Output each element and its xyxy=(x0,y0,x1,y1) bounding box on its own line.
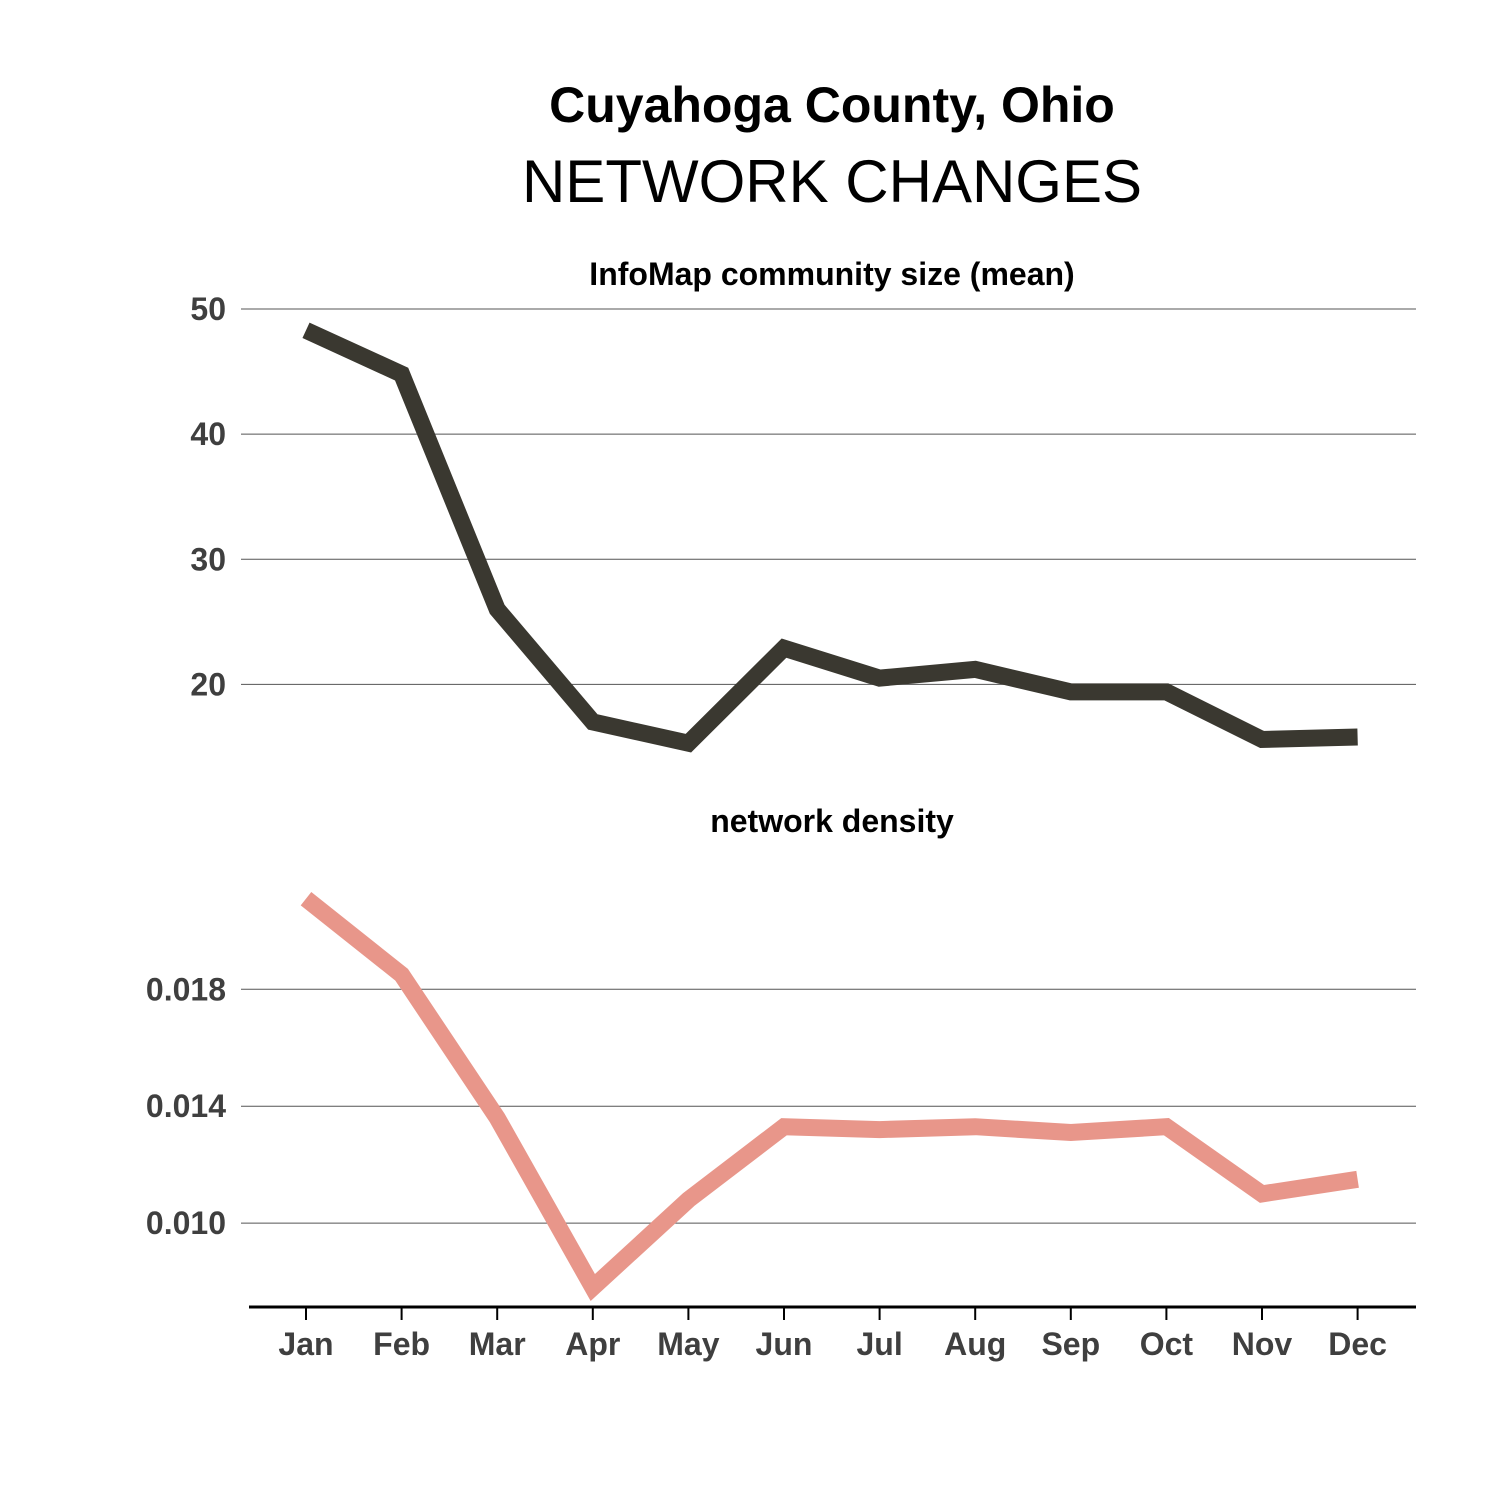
community-size-y-axis: 20 30 40 50 xyxy=(190,291,226,702)
x-axis: Jan Feb Mar Apr May Jun Jul Aug Sep Oct Nov Dec xyxy=(249,1305,1416,1362)
figure-title: Cuyahoga County, Ohio xyxy=(549,77,1115,133)
x-tick-label: May xyxy=(657,1326,719,1362)
x-tick-label: Nov xyxy=(1232,1326,1293,1362)
community-size-y-tick-label: 20 xyxy=(190,666,226,702)
network-density-panel-title: network density xyxy=(710,803,954,839)
x-tick-label: Jan xyxy=(278,1326,333,1362)
x-tick-label: Aug xyxy=(944,1326,1006,1362)
x-tick-label: Sep xyxy=(1041,1326,1100,1362)
x-axis-ticks: Jan Feb Mar Apr May Jun Jul Aug Sep Oct Nov Dec xyxy=(278,1307,1387,1362)
network-density-y-axis: 0.010 0.014 0.018 xyxy=(146,971,226,1241)
community-size-line xyxy=(302,322,1358,753)
network-density-panel: network density 0.010 0.014 0.018 xyxy=(146,803,1416,1302)
network-density-line xyxy=(300,892,1359,1302)
x-tick-label: Apr xyxy=(565,1326,620,1362)
network-density-grid xyxy=(241,988,1416,1224)
community-size-panel-title: InfoMap community size (mean) xyxy=(589,256,1074,292)
community-size-panel: InfoMap community size (mean) 20 30 40 50 xyxy=(190,256,1416,753)
network-density-y-tick-label: 0.018 xyxy=(146,971,226,1007)
x-tick-label: Jul xyxy=(856,1326,902,1362)
community-size-grid xyxy=(241,308,1416,685)
x-tick-label: Feb xyxy=(373,1326,430,1362)
community-size-y-tick-label: 50 xyxy=(190,291,226,327)
x-tick-label: Oct xyxy=(1140,1326,1194,1362)
network-density-y-tick-label: 0.010 xyxy=(146,1205,226,1241)
community-size-y-tick-label: 40 xyxy=(190,416,226,452)
x-tick-label: Dec xyxy=(1328,1326,1387,1362)
x-tick-label: Mar xyxy=(469,1326,526,1362)
network-density-y-tick-label: 0.014 xyxy=(146,1088,226,1124)
x-tick-label: Jun xyxy=(756,1326,813,1362)
community-size-y-tick-label: 30 xyxy=(190,541,226,577)
figure-subtitle: NETWORK CHANGES xyxy=(522,148,1142,215)
